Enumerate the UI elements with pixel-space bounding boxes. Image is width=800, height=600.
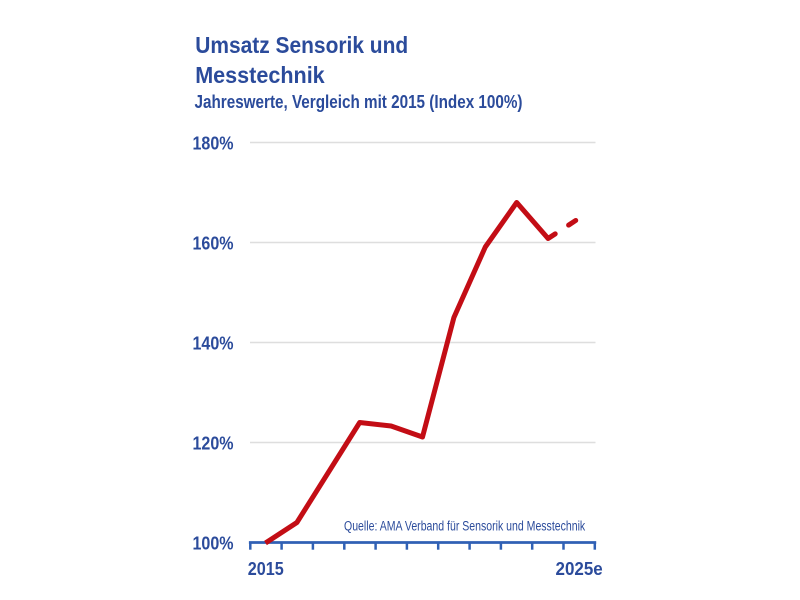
- svg-text:180%: 180%: [193, 132, 234, 153]
- svg-text:160%: 160%: [193, 232, 234, 253]
- svg-text:Messtechnik: Messtechnik: [195, 62, 325, 88]
- svg-text:2025e: 2025e: [556, 558, 603, 579]
- svg-text:2015: 2015: [248, 558, 284, 579]
- svg-text:120%: 120%: [193, 432, 234, 453]
- svg-text:Jahreswerte, Vergleich mit 201: Jahreswerte, Vergleich mit 2015 (Index 1…: [195, 92, 523, 112]
- svg-text:140%: 140%: [193, 332, 234, 353]
- svg-text:Umsatz Sensorik und: Umsatz Sensorik und: [195, 32, 408, 58]
- svg-text:100%: 100%: [193, 532, 234, 553]
- svg-text:Quelle: AMA Verband für Sensor: Quelle: AMA Verband für Sensorik und Mes…: [344, 518, 585, 533]
